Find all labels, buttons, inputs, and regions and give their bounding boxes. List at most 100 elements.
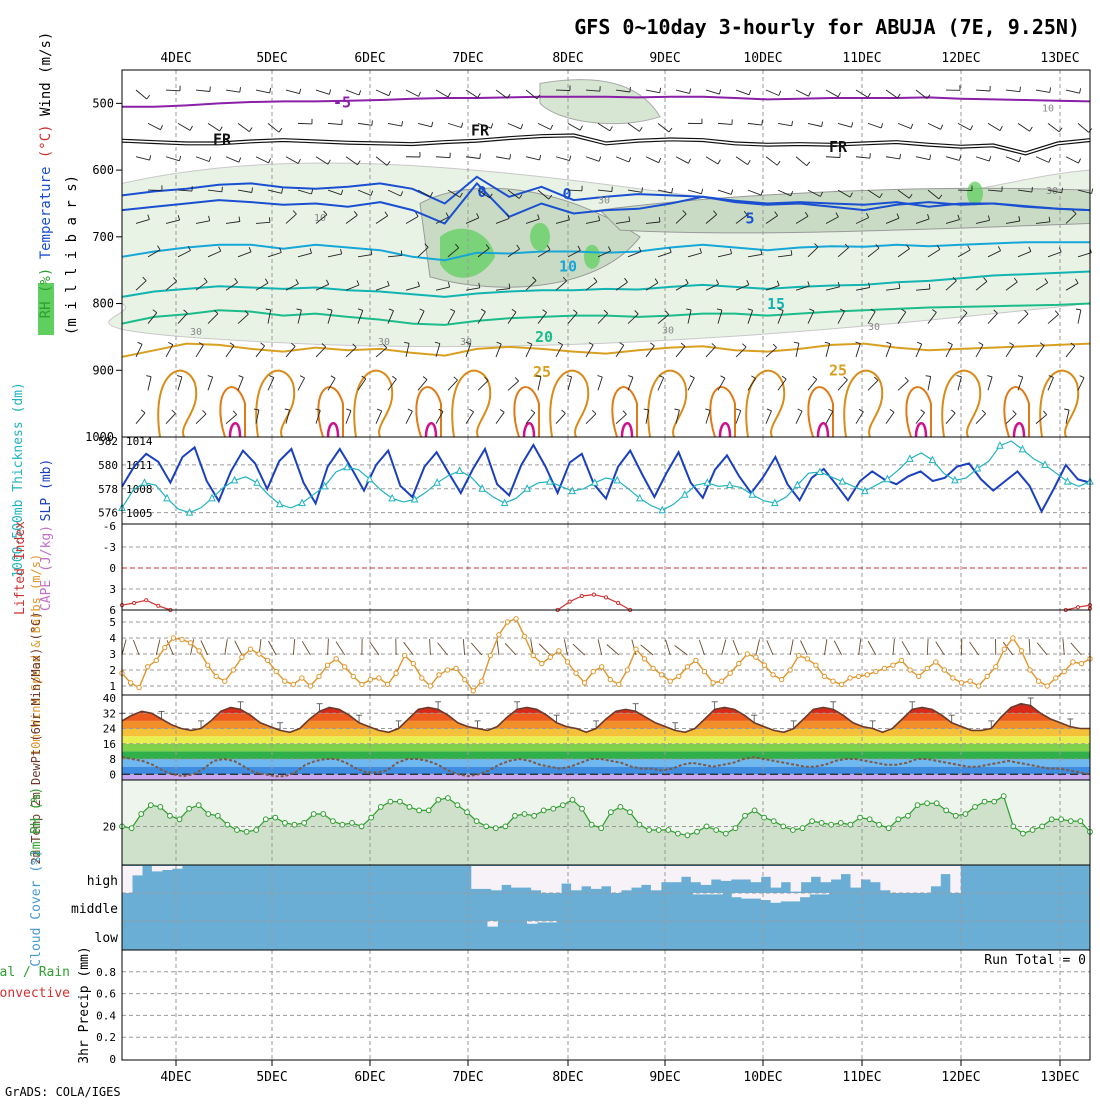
panel-ylabel-part: RH (%) [38, 259, 54, 318]
slp-label: SLP (mb) [39, 459, 54, 522]
date-label-bottom: 13DEC [1040, 1070, 1079, 1085]
wind-speed-marker [1062, 669, 1066, 673]
rh-marker [1049, 817, 1054, 822]
y-tick-label: 0.8 [96, 966, 116, 979]
wind-speed-marker [368, 677, 372, 681]
wind-speed-marker [351, 674, 355, 678]
rh-marker [733, 826, 738, 831]
y-tick-label: 2 [109, 664, 116, 677]
temp-bands [122, 698, 1090, 780]
y-tick-label: 700 [92, 230, 114, 244]
rh-marker [417, 808, 422, 813]
thickness-marker [682, 491, 688, 497]
wind-speed-marker [1028, 668, 1032, 672]
rh-marker [915, 803, 920, 808]
wind-speed-marker [540, 661, 544, 665]
rh-marker [187, 806, 192, 811]
wind-speed-marker [128, 681, 132, 685]
wind-speed-marker [240, 655, 244, 659]
rh-marker [388, 799, 393, 804]
rh-marker [704, 824, 709, 829]
rh-marker [436, 797, 441, 802]
thickness-marker [637, 495, 643, 501]
y-tick-label: 900 [92, 363, 114, 377]
lifted-index-marker [568, 600, 571, 603]
rh-marker [398, 799, 403, 804]
rh-marker [637, 822, 642, 827]
cloud-clear-bar [571, 866, 582, 890]
wind-barb [1037, 643, 1047, 655]
wind-barb [438, 643, 448, 655]
wind-barb [790, 639, 793, 655]
wind-speed-marker [146, 665, 150, 669]
wind-barb-flag [659, 217, 660, 222]
cloud-clear-bar [741, 866, 752, 880]
wind-speed-marker [788, 668, 792, 672]
rh-marker [254, 828, 259, 833]
lifted-index-marker [580, 594, 583, 597]
rh-marker [1021, 831, 1026, 836]
wind-speed-marker [617, 682, 621, 686]
wind-barb [430, 639, 431, 655]
rh-shading-high [967, 181, 983, 205]
wind-speed-marker [154, 658, 158, 662]
wind-speed-marker [745, 652, 749, 656]
y-tick-label: 32 [103, 707, 116, 720]
cloud-clear-bar [890, 866, 901, 893]
y-tick-label: 8 [109, 753, 116, 766]
rh-marker [752, 808, 757, 813]
date-label-bottom: 10DEC [743, 1070, 782, 1085]
wind-speed-marker [403, 653, 407, 657]
wind-speed-marker [711, 681, 715, 685]
cloud-clear-bar [591, 866, 602, 889]
cloud-clear-bar [132, 866, 143, 875]
lifted-index-marker [145, 599, 148, 602]
wind-speed-marker [779, 677, 783, 681]
y-tick-label: 5 [109, 616, 116, 629]
wind-speed-marker [968, 679, 972, 683]
wind-barb [1029, 639, 1030, 655]
cloud-clear-bar [780, 893, 790, 901]
rh-marker [656, 828, 661, 833]
wind-speed-marker [137, 685, 141, 689]
wind-barb [927, 639, 928, 655]
cloud-clear-bar [930, 866, 941, 886]
panel-ylabel: RH (%) Temperature (°C) Wind (m/s) [38, 32, 54, 319]
wind-speed-marker [925, 666, 929, 670]
rh-marker [1040, 824, 1045, 829]
cloud-clear-bar [821, 866, 832, 882]
wind-barb [298, 123, 312, 124]
thickness-marker [434, 479, 440, 485]
wind-speed-marker [839, 682, 843, 686]
isotherm-label: FR [829, 138, 848, 156]
wind-speed-marker [428, 684, 432, 688]
date-label-bottom: 4DEC [160, 1070, 191, 1085]
wind-speed-line [122, 619, 1090, 691]
wind-speed-marker [437, 673, 441, 677]
wind-speed-marker [206, 663, 210, 667]
rh-marker [800, 826, 805, 831]
cloud-clear-bar [771, 866, 782, 888]
wind-barb [156, 639, 160, 655]
rh-marker [225, 822, 230, 827]
cloud-clear-bar [601, 866, 612, 886]
cloud-level-label: low [95, 931, 119, 946]
rh-marker [484, 824, 489, 829]
panel-ylabel-part: Wind [38, 74, 54, 116]
wind-speed-marker [728, 671, 732, 675]
wind-speed-marker [899, 658, 903, 662]
wind-barb [564, 639, 567, 655]
panel-frame [122, 437, 1090, 524]
thickness-marker [457, 467, 463, 473]
date-label-top: 7DEC [452, 51, 483, 66]
wind-speed-marker [814, 663, 818, 667]
wind-speed-marker [934, 660, 938, 664]
temp-band [122, 698, 1090, 706]
cloud-clear-bar [551, 866, 562, 893]
wind-speed-marker [497, 633, 501, 637]
rh-marker [580, 806, 585, 811]
isotherm-label: 30 [190, 327, 202, 338]
precip-total-label: Total / Rain [0, 965, 70, 980]
wind-barb-flag [1020, 87, 1021, 92]
